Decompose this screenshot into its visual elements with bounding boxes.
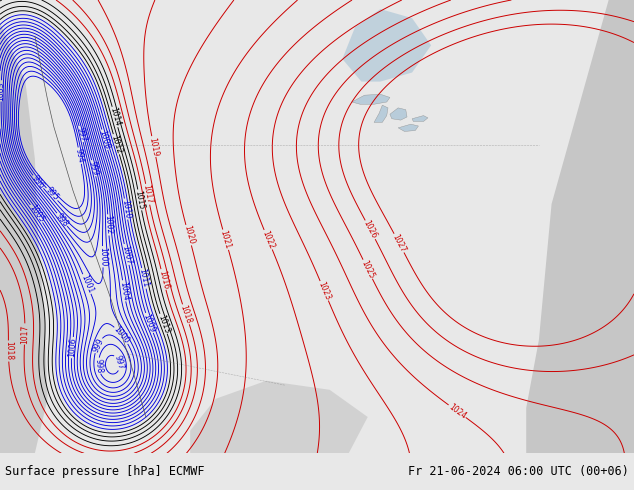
Text: 995: 995 <box>44 186 60 203</box>
Text: 1005: 1005 <box>27 203 46 224</box>
Text: 1009: 1009 <box>142 312 157 334</box>
Text: 1008: 1008 <box>98 129 112 150</box>
Text: 1011: 1011 <box>138 268 150 289</box>
Text: 1018: 1018 <box>179 304 193 325</box>
Text: Fr 21-06-2024 06:00 UTC (00+06): Fr 21-06-2024 06:00 UTC (00+06) <box>408 465 629 478</box>
Text: 1001: 1001 <box>79 273 94 294</box>
Polygon shape <box>526 0 634 453</box>
Text: 1020: 1020 <box>182 225 195 245</box>
Text: 1016: 1016 <box>157 269 170 290</box>
Text: 1022: 1022 <box>261 229 276 250</box>
Text: 1013: 1013 <box>156 313 171 334</box>
Text: 1017: 1017 <box>20 324 30 343</box>
Text: 1007: 1007 <box>120 244 133 265</box>
Text: 998: 998 <box>94 358 104 373</box>
Text: Surface pressure [hPa] ECMWF: Surface pressure [hPa] ECMWF <box>5 465 205 478</box>
Text: 1024: 1024 <box>447 402 468 420</box>
Text: 1012: 1012 <box>109 134 124 155</box>
Text: 999: 999 <box>91 337 105 354</box>
Text: 996: 996 <box>30 173 46 191</box>
Text: 1027: 1027 <box>391 232 408 254</box>
Text: 1000: 1000 <box>112 325 131 345</box>
Text: 1015: 1015 <box>134 190 146 210</box>
Polygon shape <box>190 381 368 453</box>
Text: 1010: 1010 <box>120 199 132 219</box>
Text: 1025: 1025 <box>359 259 376 280</box>
Polygon shape <box>412 116 428 122</box>
Text: 1026: 1026 <box>362 219 378 241</box>
Polygon shape <box>390 108 407 120</box>
Text: 1003: 1003 <box>0 81 6 100</box>
Text: 999: 999 <box>87 160 100 176</box>
Text: 1002: 1002 <box>103 215 113 235</box>
Text: 997: 997 <box>75 126 87 142</box>
Polygon shape <box>342 9 431 82</box>
Text: 998: 998 <box>54 211 70 228</box>
Text: 1014: 1014 <box>108 106 122 127</box>
Text: 1004: 1004 <box>118 281 130 301</box>
Text: 1018: 1018 <box>4 342 13 361</box>
Polygon shape <box>352 94 390 104</box>
Text: 1021: 1021 <box>219 229 233 250</box>
Text: 1019: 1019 <box>148 136 160 157</box>
Text: 994: 994 <box>74 147 86 164</box>
Polygon shape <box>374 105 388 122</box>
Text: 997: 997 <box>113 354 126 370</box>
Polygon shape <box>398 124 418 131</box>
Text: 1006: 1006 <box>67 338 77 358</box>
Text: 1017: 1017 <box>141 184 154 204</box>
Text: 1000: 1000 <box>98 247 108 267</box>
Polygon shape <box>0 23 48 453</box>
Text: 1023: 1023 <box>316 280 332 301</box>
